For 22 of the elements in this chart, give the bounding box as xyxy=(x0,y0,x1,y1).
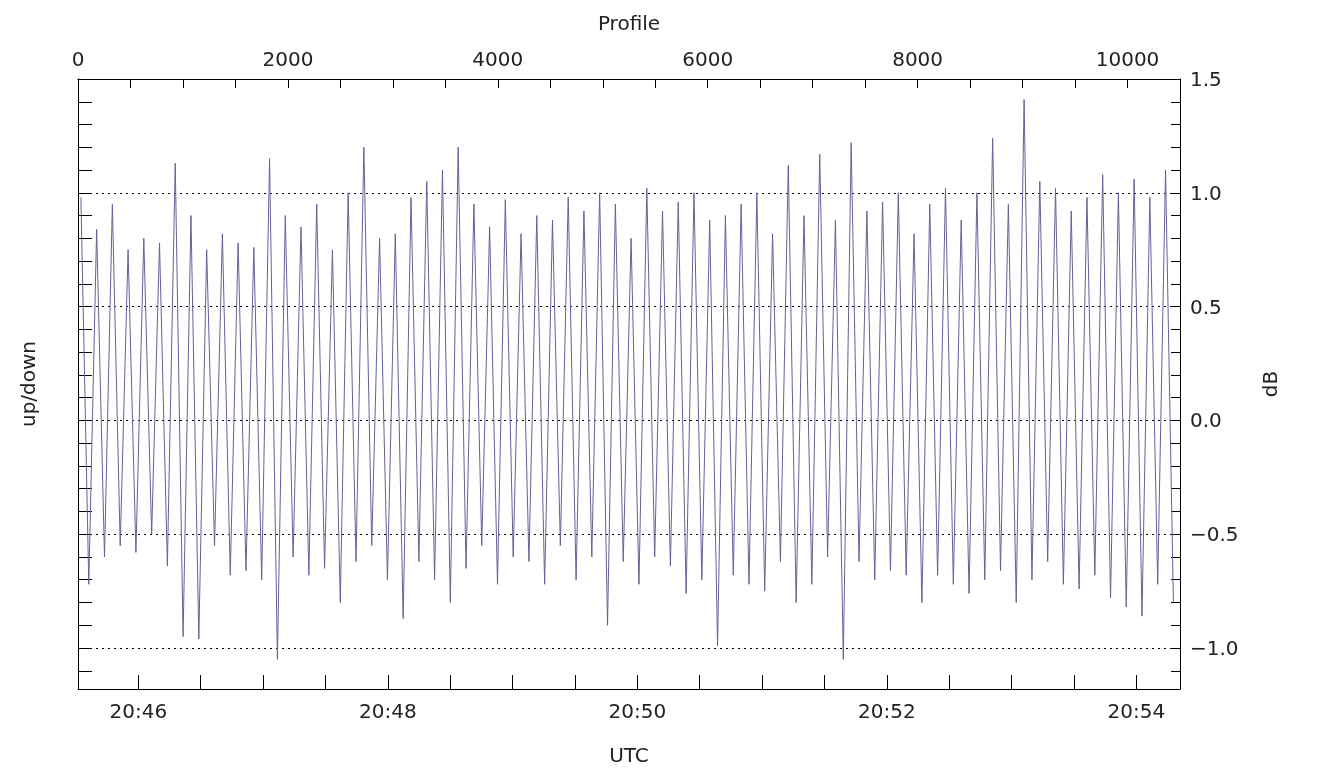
x2-tick-label: 8000 xyxy=(892,47,944,71)
line-series xyxy=(80,98,1174,660)
y2-tick-label: 0.5 xyxy=(1190,294,1222,319)
x2-tick-label: 4000 xyxy=(472,47,524,71)
y2-tick-label: 1.5 xyxy=(1190,67,1222,91)
x-tick-label: 20:50 xyxy=(608,699,667,723)
x2-axis-title: Profile xyxy=(597,11,661,35)
x-tick-label: 20:48 xyxy=(359,699,417,723)
x2-tick-label: 6000 xyxy=(682,47,734,71)
y-axis-title: up/down xyxy=(16,340,40,428)
x2-tick-label: 0 xyxy=(71,47,85,71)
x2-tick-label: 2000 xyxy=(262,47,314,71)
y2-tick-label: 0.0 xyxy=(1190,408,1222,433)
x-axis-title: UTC xyxy=(609,743,649,767)
x-tick-label: 20:46 xyxy=(109,699,168,723)
y2-tick-label: 1.0 xyxy=(1190,180,1222,205)
x-tick-label: 20:54 xyxy=(1107,699,1166,723)
y2-tick-label: −0.5 xyxy=(1190,522,1239,547)
y2-axis-title: dB xyxy=(1258,370,1282,398)
x2-tick-label: 10000 xyxy=(1095,47,1160,71)
y2-tick-label: −1.0 xyxy=(1190,636,1239,661)
x-tick-label: 20:52 xyxy=(858,699,916,723)
